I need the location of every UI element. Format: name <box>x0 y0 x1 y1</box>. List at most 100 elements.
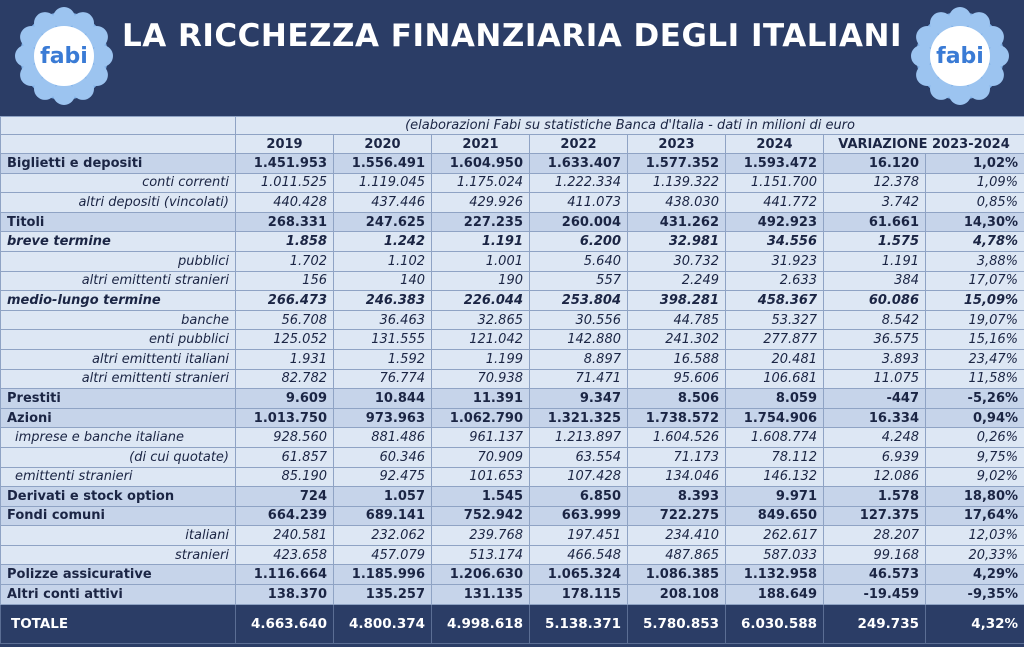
cell: 1.633.407 <box>529 153 628 174</box>
cell: 4.663.640 <box>235 603 334 644</box>
cell: -9,35% <box>924 584 1024 605</box>
cell: 131.555 <box>333 329 432 350</box>
cell: 928.560 <box>235 427 334 448</box>
header-row: 2019 2020 2021 2022 2023 2024 VARIAZIONE 2023-… <box>0 134 1024 154</box>
petal <box>53 83 75 105</box>
cell: enti pubblici <box>0 329 236 350</box>
cell: 4,29% <box>924 564 1024 586</box>
cell: 247.625 <box>333 211 432 233</box>
cell: 142.880 <box>529 329 628 350</box>
cell: (di cui quotate) <box>0 446 236 468</box>
cell: 1.578 <box>823 486 926 507</box>
cell: 23,47% <box>924 348 1024 370</box>
cell: 36.463 <box>333 309 432 331</box>
petal <box>20 26 43 48</box>
data-row: (di cui quotate) 61.857 60.346 70.909 63.554… <box>0 446 1024 468</box>
cell: 101.653 <box>431 466 530 488</box>
cell: Derivati e stock option <box>0 486 236 507</box>
cell: 9.347 <box>529 388 628 409</box>
data-row: Biglietti e depositi 1.451.953 1.556.491 1.… <box>0 153 1024 174</box>
cell: 1.185.996 <box>333 564 432 586</box>
cell: 1.575 <box>823 231 926 252</box>
cell: 6.850 <box>529 486 628 507</box>
cell: (elaborazioni Fabi su statistiche Banca … <box>234 116 1024 135</box>
cell: 1.242 <box>333 231 432 252</box>
petal <box>949 83 971 105</box>
cell: 71.471 <box>529 368 628 390</box>
data-row: conti correnti 1.011.525 1.119.045 1.175.02… <box>0 172 1024 194</box>
petal <box>15 45 37 67</box>
petal <box>72 77 94 100</box>
cell: 2.249 <box>627 270 726 292</box>
cell: 239.768 <box>431 525 530 546</box>
cell: 3,88% <box>924 250 1024 272</box>
cell: 384 <box>823 270 926 292</box>
cell: -5,26% <box>924 388 1024 409</box>
table: (elaborazioni Fabi su statistiche Banca … <box>0 116 1024 644</box>
cell: 36.575 <box>823 329 926 350</box>
cell: 2019 <box>235 134 334 154</box>
cell: 12,03% <box>924 525 1024 546</box>
cell: 30.732 <box>627 250 726 272</box>
cell: 3.893 <box>823 348 926 370</box>
cell: -19.459 <box>823 584 926 605</box>
cell: 28.207 <box>823 525 926 546</box>
cell: 1,02% <box>924 153 1024 174</box>
cell: 8.542 <box>823 309 926 331</box>
note-row: (elaborazioni Fabi su statistiche Banca … <box>0 116 1024 135</box>
cell: 1.556.491 <box>333 153 432 174</box>
cell: 32.865 <box>431 309 530 331</box>
cell: 71.173 <box>627 446 726 468</box>
data-row: medio-lungo termine 266.473 246.383 226.044… <box>0 290 1024 311</box>
cell: 1.604.950 <box>431 153 530 174</box>
cell: 16.588 <box>627 348 726 370</box>
cell: 2024 <box>725 134 824 154</box>
petal <box>91 45 113 67</box>
cell: 106.681 <box>725 368 824 390</box>
cell: 1.191 <box>431 231 530 252</box>
cell <box>0 134 236 154</box>
cell: 423.658 <box>235 544 334 566</box>
cell: 1.604.526 <box>627 427 726 448</box>
cell: 70.909 <box>431 446 530 468</box>
cell: Prestiti <box>0 388 236 409</box>
cell: 5.138.371 <box>529 603 628 644</box>
cell: 1.062.790 <box>431 407 530 429</box>
cell: 752.942 <box>431 505 530 527</box>
data-row: Altri conti attivi 138.370 135.257 131.135 1… <box>0 584 1024 605</box>
cell: 16.120 <box>823 153 926 174</box>
cell: 513.174 <box>431 544 530 566</box>
petal <box>981 26 1004 48</box>
cell: 99.168 <box>823 544 926 566</box>
cell: 1,09% <box>924 172 1024 194</box>
cell: 70.938 <box>431 368 530 390</box>
cell: 95.606 <box>627 368 726 390</box>
cell: 4.248 <box>823 427 926 448</box>
cell: 1.011.525 <box>235 172 334 194</box>
cell: 724 <box>235 486 334 507</box>
cell: 197.451 <box>529 525 628 546</box>
data-row: Azioni 1.013.750 973.963 1.062.790 1.321.325… <box>0 407 1024 429</box>
cell: 178.115 <box>529 584 628 605</box>
cell: 56.708 <box>235 309 334 331</box>
cell: 4.998.618 <box>431 603 530 644</box>
cell: 1.151.700 <box>725 172 824 194</box>
cell: 4,32% <box>924 603 1024 644</box>
cell: Biglietti e depositi <box>0 153 236 174</box>
petal <box>916 26 939 48</box>
petal <box>85 64 108 86</box>
cell: 17,64% <box>924 505 1024 527</box>
cell: altri emittenti italiani <box>0 348 236 370</box>
cell: 722.275 <box>627 505 726 527</box>
cell: 11,58% <box>924 368 1024 390</box>
cell: 1.191 <box>823 250 926 272</box>
petal <box>53 7 75 29</box>
cell: 689.141 <box>333 505 432 527</box>
cell: 487.865 <box>627 544 726 566</box>
cell: 6.030.588 <box>725 603 824 644</box>
cell: 131.135 <box>431 584 530 605</box>
cell: altri depositi (vincolati) <box>0 192 236 213</box>
cell: 76.774 <box>333 368 432 390</box>
cell: medio-lungo termine <box>0 290 236 311</box>
